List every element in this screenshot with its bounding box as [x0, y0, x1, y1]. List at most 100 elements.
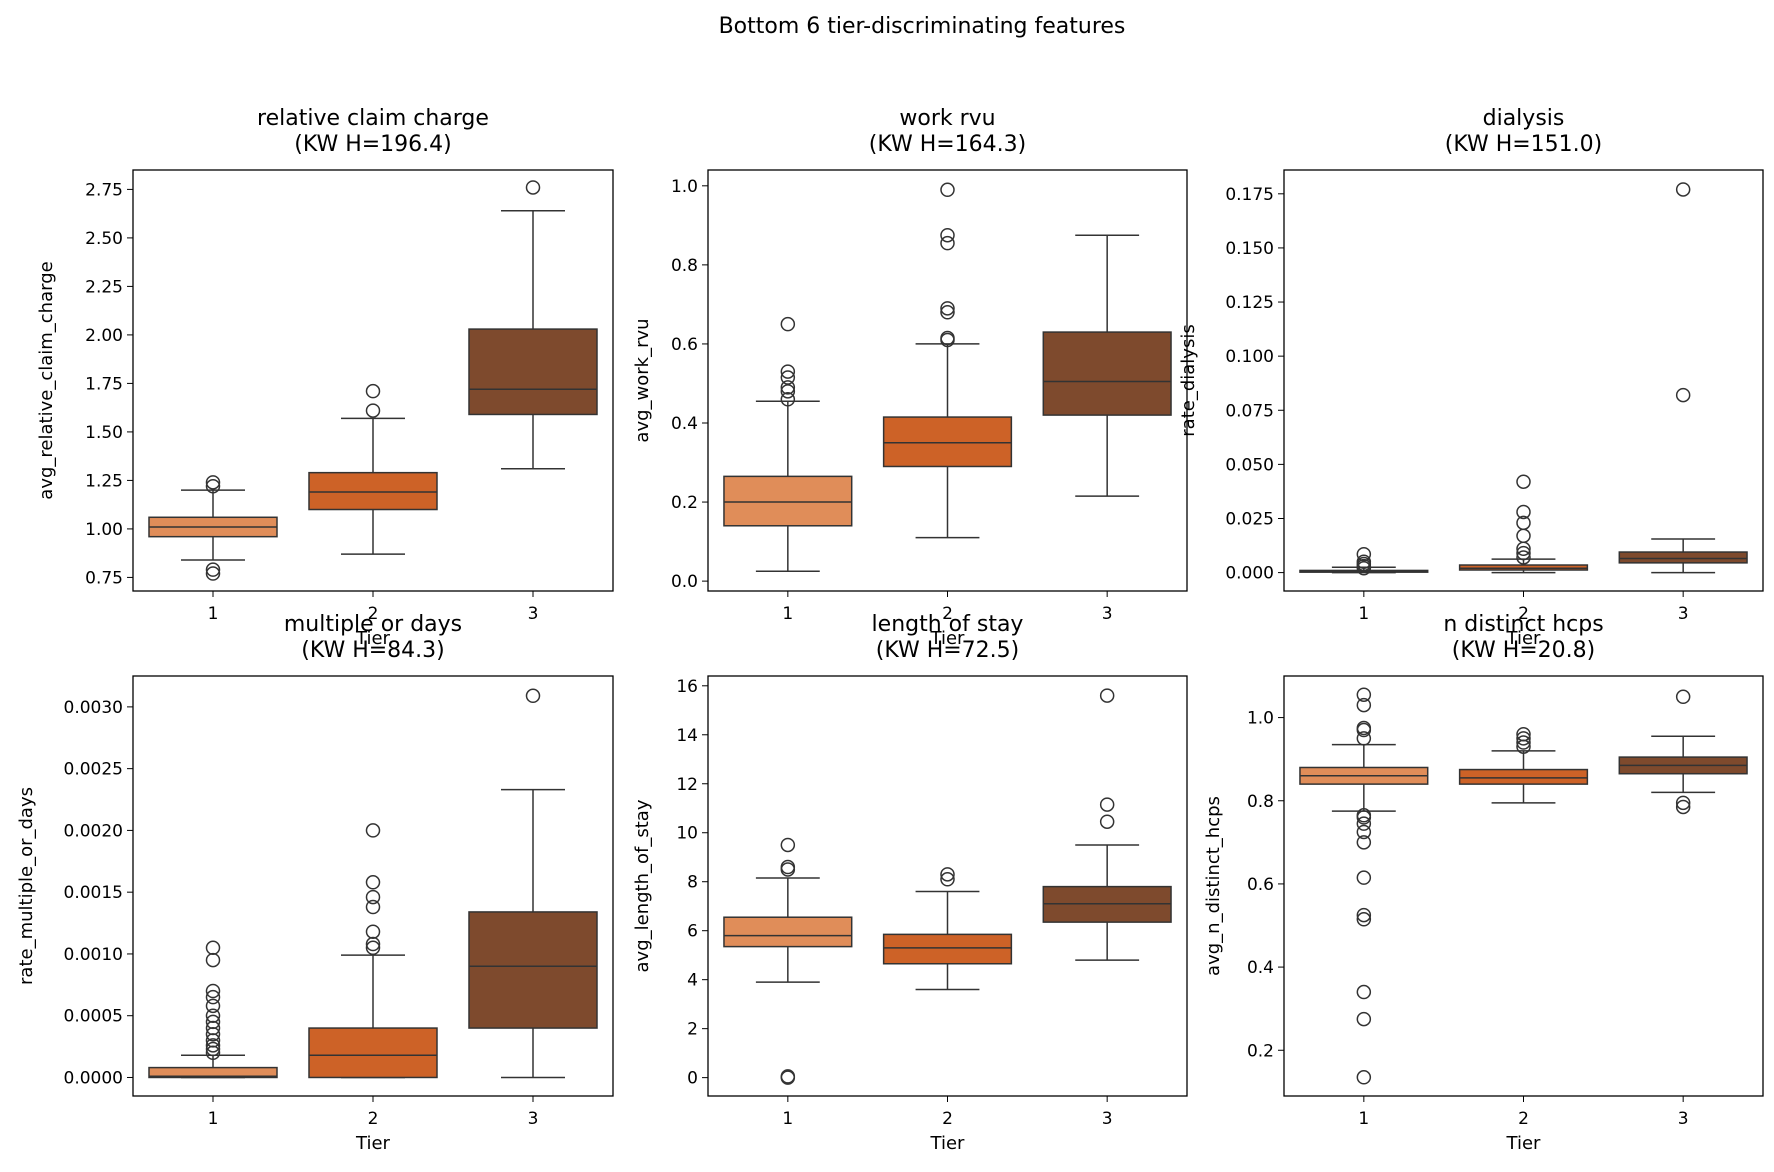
subplot-title-stat: (KW H=164.3)	[869, 132, 1027, 157]
y-tick-label: 2.75	[85, 180, 123, 200]
x-tick-label: 2	[942, 1109, 953, 1129]
x-tick-label: 1	[782, 604, 793, 624]
axes-frame	[1283, 169, 1764, 592]
y-tick-label: 0.4	[671, 414, 698, 434]
y-axis-label: avg_work_rvu	[632, 318, 653, 442]
outlier-point	[1675, 182, 1691, 197]
outlier-point	[940, 330, 955, 346]
outlier-point	[365, 940, 381, 956]
outlier-point	[940, 227, 955, 243]
outlier-point	[780, 837, 796, 853]
y-tick-label: 2	[687, 1020, 698, 1040]
outlier-point	[1516, 735, 1531, 750]
axes-frame	[132, 169, 614, 592]
outlier-point	[940, 872, 955, 887]
outlier-point	[1516, 550, 1531, 565]
outlier-point	[365, 924, 381, 939]
y-tick-label: 0	[687, 1069, 698, 1089]
box-tier-1	[723, 316, 853, 572]
x-tick-label: 3	[1678, 604, 1689, 624]
outlier-point	[1356, 816, 1372, 831]
outlier-point	[780, 370, 796, 385]
y-tick-label: 2.50	[85, 229, 123, 249]
box-iqr	[1618, 551, 1748, 564]
outlier-point	[1099, 688, 1115, 703]
y-tick-label: 0.4	[1247, 958, 1274, 978]
outlier-point	[1356, 697, 1372, 713]
subplot-title: relative claim charge	[257, 106, 489, 131]
subplot-title-stat: (KW H=72.5)	[876, 638, 1020, 663]
box-iqr	[882, 416, 1013, 468]
outlier-point	[205, 940, 221, 956]
outlier-point	[1516, 515, 1531, 531]
y-tick-label: 0.175	[1225, 185, 1274, 205]
outlier-point	[1516, 474, 1531, 489]
outlier-point	[205, 562, 221, 577]
box-tier-2	[308, 823, 438, 1079]
outlier-point	[525, 688, 541, 704]
x-axis-label: Tier	[1506, 1133, 1542, 1154]
x-axis-label: Tier	[1506, 628, 1542, 649]
outlier-point	[1356, 824, 1372, 840]
y-tick-label: 1.75	[85, 374, 123, 394]
outlier-point	[365, 403, 381, 418]
outlier-point	[1356, 731, 1372, 746]
y-tick-label: 2.25	[85, 277, 123, 297]
y-tick-label: 1.0	[1247, 709, 1274, 729]
y-tick-label: 0.2	[1247, 1041, 1274, 1061]
subplot-3: dialysis(KW H=151.0) 0.000 0.025 0.050 0.075…	[1178, 106, 1764, 649]
box-tier-3	[1042, 688, 1172, 961]
outlier-point	[1675, 795, 1691, 811]
outlier-point	[1356, 912, 1372, 927]
axes-frame	[132, 675, 614, 1097]
outlier-point	[1516, 545, 1531, 561]
x-axis-label: Tier	[355, 1133, 391, 1154]
subplot-title-stat: (KW H=20.8)	[1452, 638, 1596, 663]
subplot-title: multiple or days	[284, 612, 462, 637]
y-tick-label: 12	[676, 775, 698, 795]
box-tier-2	[1458, 726, 1589, 804]
x-tick-label: 2	[368, 1109, 379, 1129]
subplot-title: n distinct hcps	[1443, 612, 1603, 637]
y-tick-label: 2.00	[85, 326, 123, 346]
x-tick-label: 2	[942, 604, 953, 624]
x-axis-label: Tier	[930, 1133, 966, 1154]
box-tier-1	[723, 837, 853, 1085]
box-iqr	[723, 916, 853, 948]
outlier-point	[365, 823, 381, 838]
outlier-point	[780, 1069, 796, 1084]
outlier-point	[365, 899, 381, 915]
box-iqr	[882, 933, 1013, 965]
y-tick-label: 1.0	[671, 177, 698, 197]
x-axis-label: Tier	[930, 628, 966, 649]
x-tick-label: 1	[1358, 604, 1369, 624]
outlier-point	[365, 383, 381, 399]
outlier-point	[1356, 1070, 1372, 1085]
box-iqr	[1458, 768, 1589, 785]
subplot-grid: relative claim charge(KW H=196.4) 0.75 1.0…	[16, 106, 1764, 1154]
y-axis-label: avg_relative_claim_charge	[36, 261, 57, 499]
outlier-point	[780, 859, 796, 875]
subplot-title: work rvu	[899, 106, 995, 131]
y-tick-label: 10	[676, 824, 698, 844]
box-iqr	[148, 1066, 278, 1079]
y-tick-label: 0.6	[671, 335, 698, 355]
y-tick-label: 14	[676, 726, 698, 746]
outlier-point	[940, 305, 955, 320]
subplot-title-stat: (KW H=84.3)	[301, 638, 445, 663]
y-tick-label: 6	[687, 922, 698, 942]
y-tick-label: 0.000	[1225, 564, 1274, 584]
y-tick-label: 0.050	[1225, 455, 1274, 475]
box-tier-3	[1618, 689, 1748, 815]
outlier-point	[205, 566, 221, 581]
outlier-point	[205, 998, 221, 1014]
y-tick-label: 0.0030	[64, 698, 123, 718]
y-tick-label: 1.25	[85, 471, 123, 491]
y-tick-label: 0.0010	[64, 945, 123, 965]
outlier-point	[205, 952, 221, 968]
y-tick-label: 0.75	[85, 568, 123, 588]
x-tick-label: 3	[528, 604, 539, 624]
box-tier-3	[1618, 182, 1748, 574]
